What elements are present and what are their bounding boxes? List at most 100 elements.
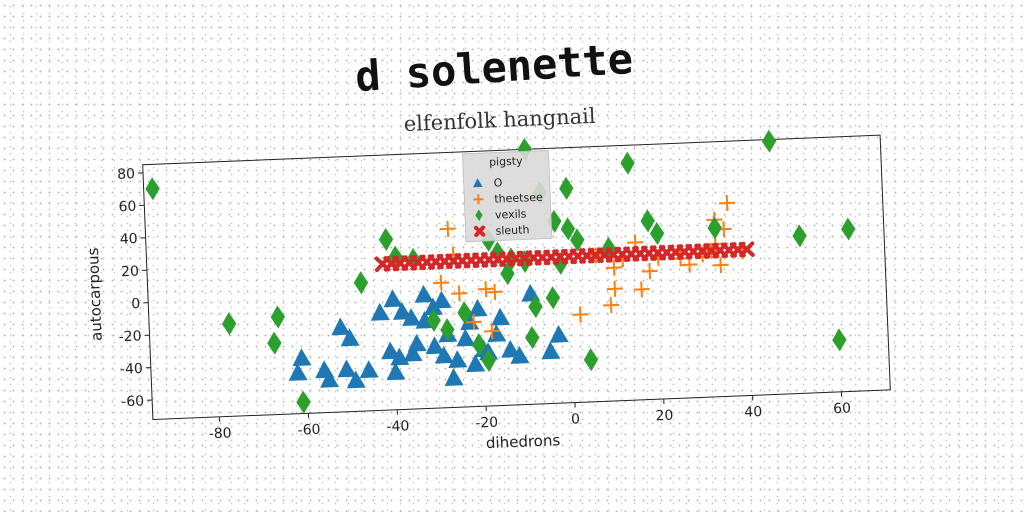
data-point [707,216,722,240]
data-point [477,281,494,298]
data-point [501,339,521,358]
data-point [559,176,574,200]
data-point [381,341,401,360]
data-point [370,302,390,321]
data-point [465,314,482,331]
data-point [510,346,530,364]
data-point [346,370,366,389]
data-point [340,328,360,347]
y-tick-label: -20 [118,328,141,345]
data-point [451,285,468,302]
data-point [402,308,422,326]
x-tick-label: -20 [475,415,498,432]
data-point [712,257,729,274]
data-point [267,331,282,355]
data-point [433,274,450,291]
legend-label: sleuth [495,223,529,237]
data-point [528,295,543,319]
data-point [414,284,434,303]
data-point [359,360,379,379]
data-point [457,301,472,325]
data-point [633,281,650,298]
data-point [545,286,561,310]
series-4 [374,241,755,272]
data-point [640,209,655,233]
x-tick-label: 20 [655,408,673,425]
data-point [320,369,340,388]
legend-marker [473,178,483,188]
data-point [439,220,456,237]
y-tick-label: 40 [120,231,138,248]
x-tick-label: -80 [208,425,231,442]
plot-group: -80 -60 -40 -20 0 20 40 60 -60 -40 -20 0 20 40 60 80 d… [84,129,891,452]
y-tick-label: 0 [131,296,141,312]
data-point [386,362,406,381]
data-point [432,290,452,309]
data-point [407,333,427,352]
data-point [145,177,160,201]
y-tick-label: -60 [121,393,144,410]
data-point [504,247,519,271]
legend-title: pigsty [489,154,524,168]
data-point [560,217,576,241]
legend-label: vexils [495,207,527,221]
chart-title: elfenfolk hangnail [403,104,596,136]
data-point [403,343,423,362]
data-point [337,359,357,378]
data-point [434,345,454,364]
x-axis: -80 -60 -40 -20 0 20 40 60 [208,391,851,442]
data-point [292,348,312,367]
plot-area [142,134,891,421]
data-point [456,328,476,347]
data-point [486,283,503,301]
figure-suptitle: d solenette [354,34,635,101]
data-point [761,129,777,153]
x-tick-label: 0 [571,411,581,427]
data-point [583,348,599,372]
y-tick-label: -40 [120,361,143,378]
data-point [549,324,569,343]
data-point [353,271,369,295]
data-point [444,368,464,387]
x-tick-label: 60 [833,400,851,417]
data-point [483,323,500,340]
data-point [525,326,540,350]
data-point [296,390,311,414]
data-point [425,336,445,355]
data-point [393,301,412,320]
data-point [792,224,807,248]
data-point [572,306,589,323]
data-point [491,307,511,326]
y-axis: -60 -40 -20 0 20 40 60 80 [117,166,153,410]
y-tick-label: 80 [117,166,135,183]
data-point [426,308,441,332]
legend-label: O [493,176,503,189]
y-tick-label: 20 [121,264,139,281]
data-point [681,256,698,273]
x-tick-label: -40 [386,418,409,435]
data-point [288,363,308,381]
data-point [570,228,585,252]
data-point [500,262,515,286]
data-point [378,227,394,251]
data-point [440,318,455,342]
legend-box [462,150,553,243]
data-point [606,280,623,297]
data-point [468,298,488,317]
legend-marker [473,194,484,205]
y-tick-label: 60 [118,199,136,216]
data-point [641,263,658,280]
data-point [487,324,507,343]
data-point [603,297,620,314]
data-point [221,312,237,336]
x-axis-label: dihedrons [486,431,561,452]
data-point [832,328,847,352]
legend-marker [473,225,486,237]
data-point [541,341,561,360]
data-point [841,217,856,241]
data-point [423,297,443,316]
data-point [471,333,487,357]
